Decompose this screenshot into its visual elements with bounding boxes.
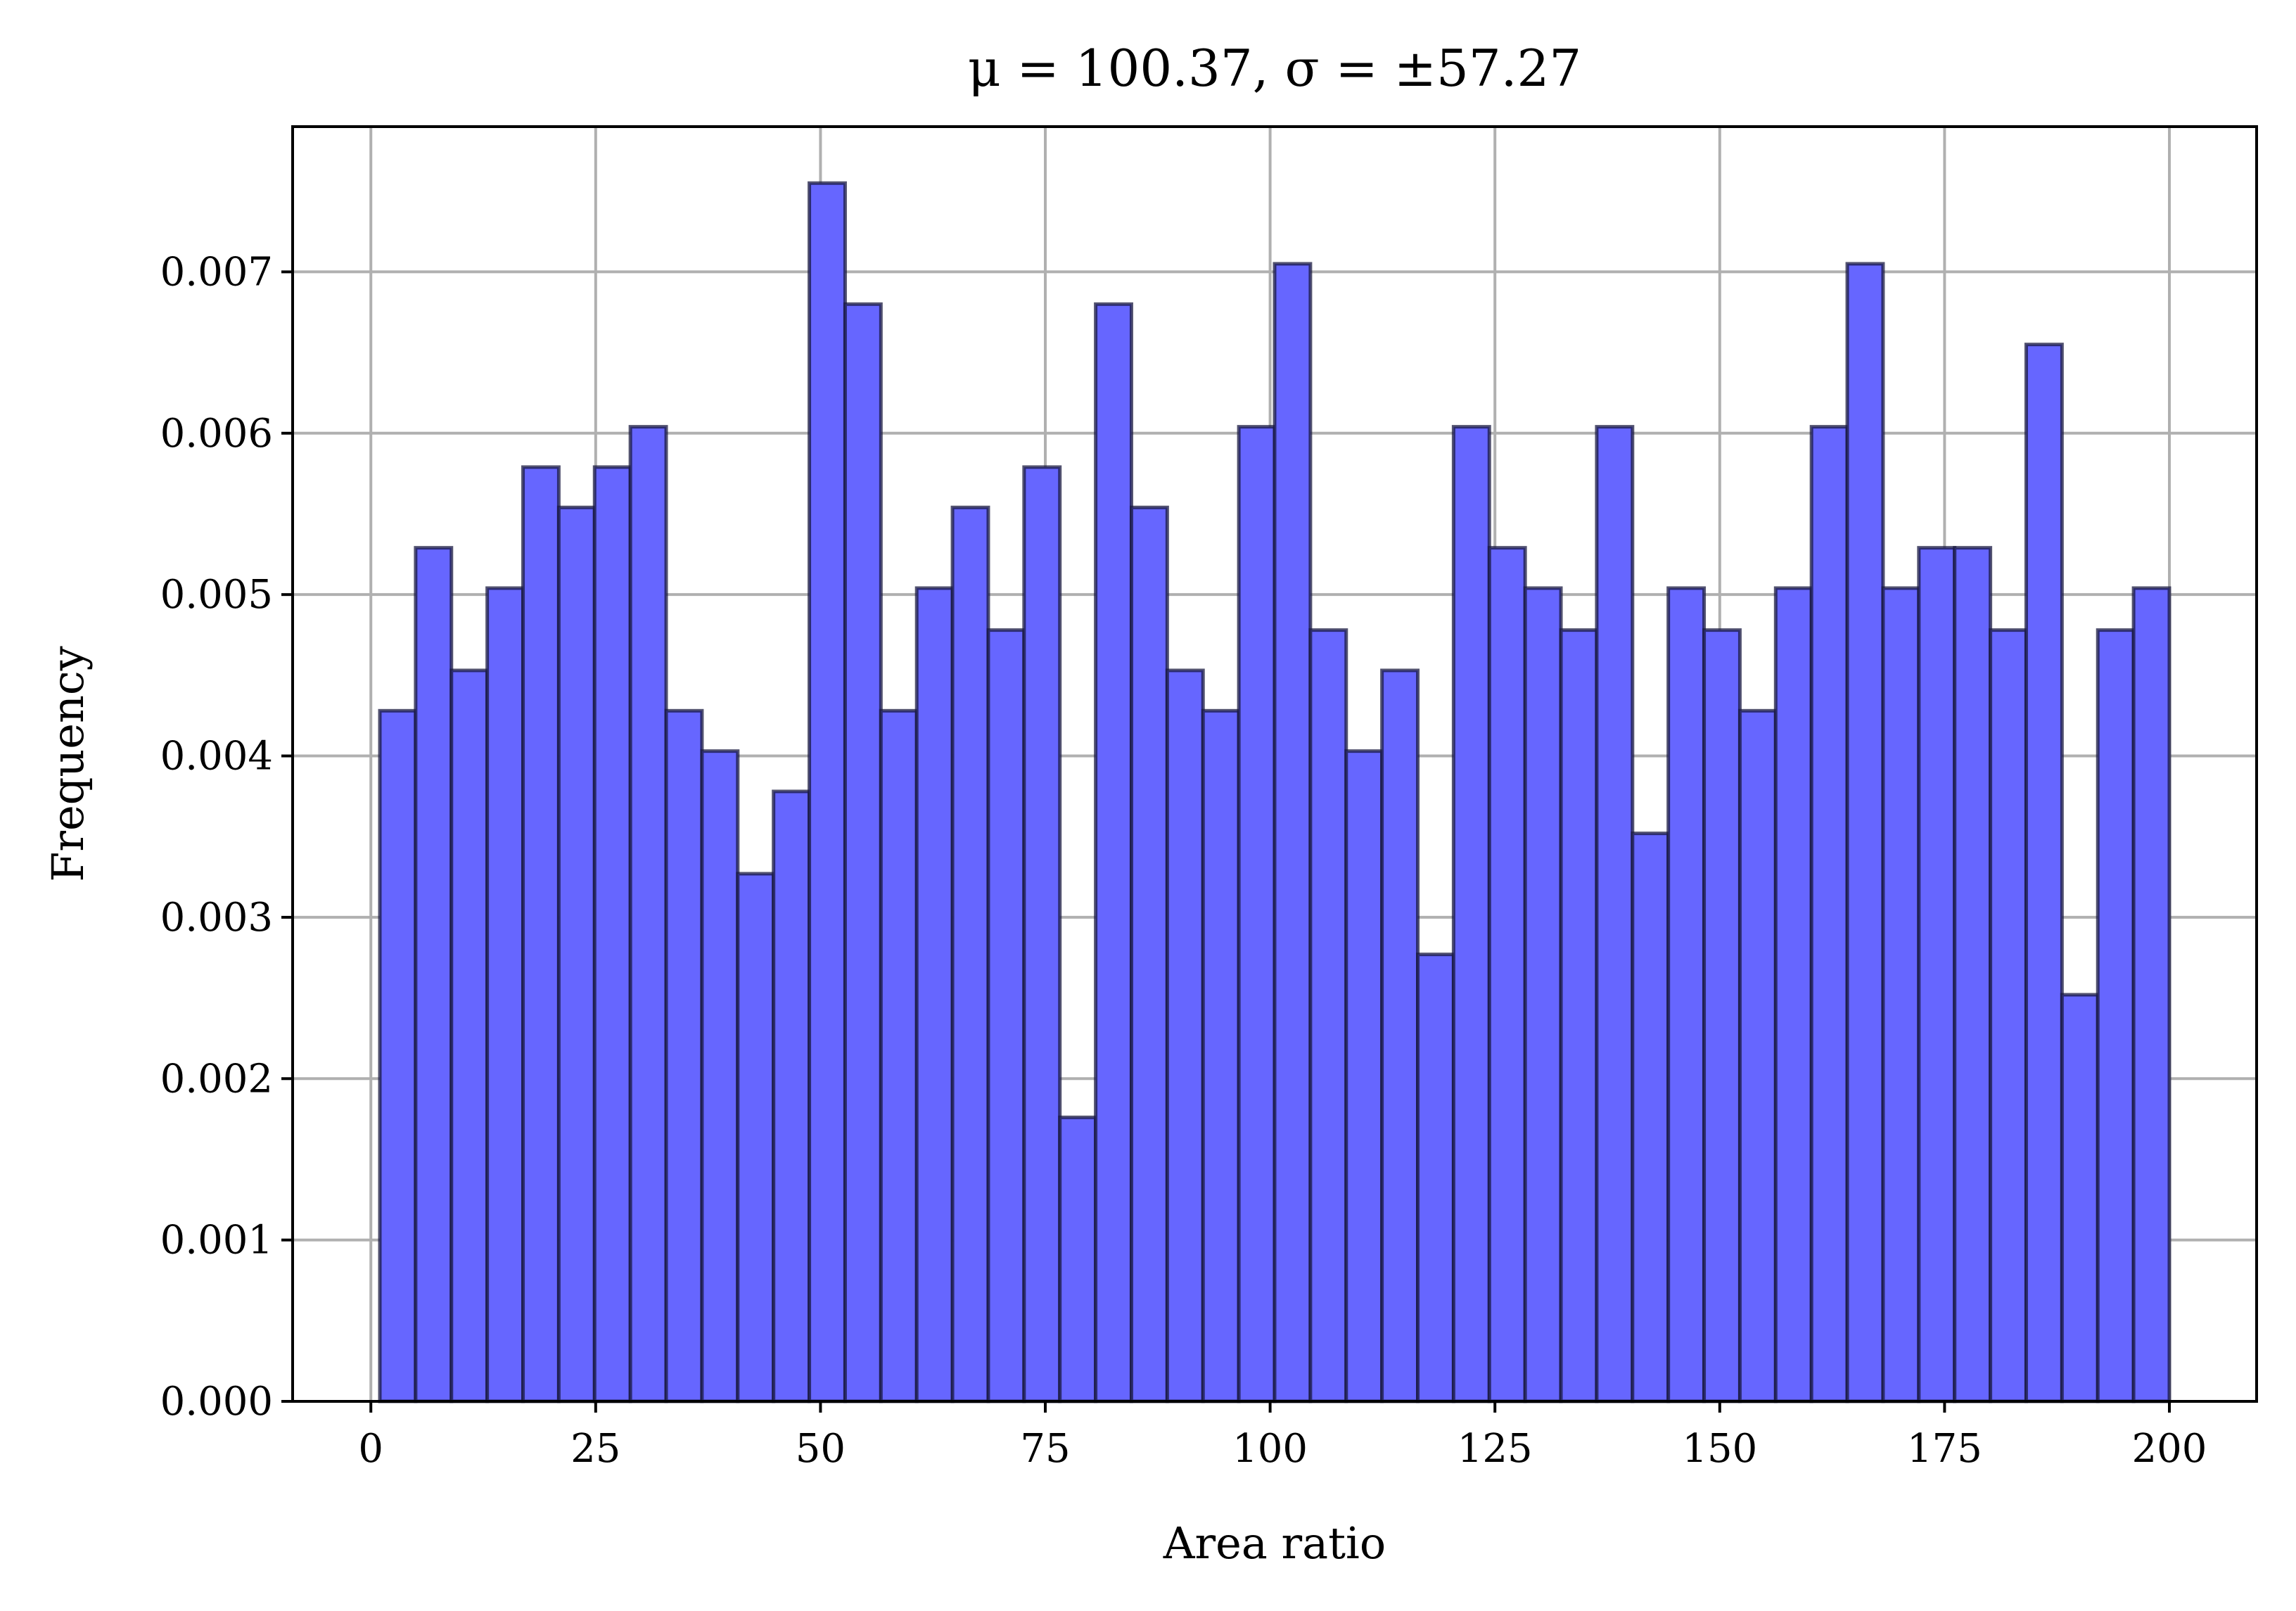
histogram-bar: [1809, 425, 1849, 1403]
histogram-bar: [1237, 425, 1277, 1403]
histogram-bar: [1129, 505, 1169, 1403]
histogram-bar: [414, 546, 454, 1403]
x-tick-label: 175: [1907, 1426, 1982, 1472]
histogram-bar: [1487, 546, 1527, 1403]
histogram-bar: [1165, 668, 1205, 1403]
histogram-bar: [378, 708, 418, 1403]
histogram-bar: [914, 586, 955, 1403]
histogram-bar: [485, 586, 525, 1403]
histogram-bar: [1451, 425, 1491, 1403]
y-tick-label: 0.006: [160, 411, 273, 457]
x-tick-label: 150: [1682, 1426, 1757, 1472]
histogram-bar: [1022, 465, 1062, 1403]
histogram-bar: [772, 789, 812, 1403]
histogram-bar: [1953, 546, 1993, 1403]
histogram-bar: [1416, 953, 1455, 1403]
histogram-bar: [950, 505, 990, 1403]
histogram-bar: [449, 668, 490, 1403]
histogram-bar: [1595, 425, 1635, 1403]
y-tick-label: 0.001: [160, 1218, 273, 1263]
histogram-bar: [628, 425, 668, 1403]
histogram-bar: [1380, 668, 1420, 1403]
histogram-bar: [1737, 708, 1778, 1403]
y-tick-label: 0.003: [160, 895, 273, 941]
histogram-bar: [664, 708, 704, 1403]
histogram-bar: [2024, 343, 2064, 1403]
x-tick-label: 200: [2132, 1426, 2207, 1472]
histogram-bar: [2096, 628, 2136, 1403]
histogram-bar: [1989, 628, 2028, 1403]
histogram-bar: [1773, 586, 1813, 1403]
y-axis-label: Frequency: [42, 646, 94, 881]
histogram-bar: [1201, 708, 1241, 1403]
histogram-bar: [521, 465, 561, 1403]
histogram-bars: [378, 181, 2171, 1403]
histogram-bar: [700, 749, 740, 1403]
x-axis-label: Area ratio: [1163, 1517, 1386, 1569]
histogram-bar: [808, 181, 847, 1403]
histogram-bar: [1344, 749, 1384, 1403]
histogram-bar: [843, 302, 883, 1403]
plot-frame: [291, 125, 2258, 1403]
histogram-bar: [1881, 586, 1921, 1403]
histogram-bar: [1666, 586, 1707, 1403]
histogram-bar: [1273, 262, 1313, 1403]
y-tick-label: 0.005: [160, 572, 273, 618]
histogram-bar: [2131, 586, 2171, 1403]
histogram-bar: [1917, 546, 1957, 1403]
y-tick-label: 0.004: [160, 734, 273, 779]
histogram-bar: [556, 505, 597, 1403]
y-tick-label: 0.002: [160, 1056, 273, 1102]
x-tick-label: 100: [1232, 1426, 1308, 1472]
x-tick-label: 0: [358, 1426, 383, 1472]
histogram-bar: [1631, 832, 1671, 1403]
x-tick-label: 75: [1020, 1426, 1070, 1472]
histogram-bar: [986, 628, 1026, 1403]
chart-title: μ = 100.37, σ = ±57.27: [968, 39, 1581, 98]
histogram-bar: [1702, 628, 1742, 1403]
histogram-bar: [2060, 993, 2100, 1403]
histogram-bar: [879, 708, 919, 1403]
x-tick-label: 125: [1458, 1426, 1533, 1472]
histogram-bar: [736, 872, 776, 1403]
x-tick-label: 25: [570, 1426, 620, 1472]
histogram-bar: [1523, 586, 1563, 1403]
x-tick-label: 50: [796, 1426, 846, 1472]
histogram-bar: [1058, 1115, 1098, 1403]
y-tick-label: 0.007: [160, 249, 273, 295]
histogram-bar: [592, 465, 632, 1403]
histogram-bar: [1094, 302, 1133, 1403]
histogram-bar: [1559, 628, 1599, 1403]
histogram-bar: [1308, 628, 1348, 1403]
y-tick-label: 0.000: [160, 1379, 273, 1425]
histogram-bar: [1845, 262, 1885, 1403]
axis-ticks: 0 25 50 75 100 125 150 175 200 0.000 0.001 0.002 0.0…: [160, 249, 2207, 1472]
